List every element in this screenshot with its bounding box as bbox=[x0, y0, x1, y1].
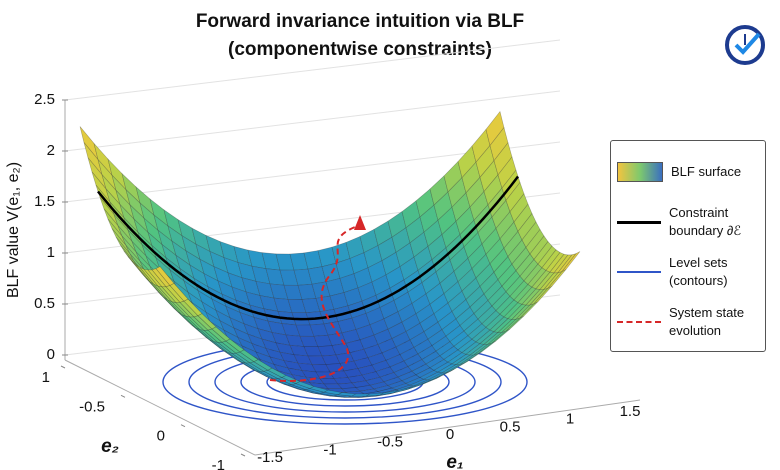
z-tick-label: 1.5 bbox=[34, 193, 55, 210]
grid-line bbox=[64, 39, 561, 101]
legend-label: System state evolution bbox=[669, 305, 745, 338]
chart-subtitle: (componentwise constraints) bbox=[228, 39, 492, 60]
axes-frame bbox=[64, 100, 641, 456]
tick-mark bbox=[120, 394, 126, 398]
legend-label: BLF surface bbox=[671, 164, 742, 180]
trajectory-arrow bbox=[354, 215, 366, 230]
x-tick-label: 0 bbox=[446, 426, 454, 443]
tick-mark bbox=[240, 453, 246, 457]
z-tick-label: 2.5 bbox=[34, 91, 55, 108]
y-axis-label: e₂ bbox=[101, 436, 119, 457]
z-tick-label: 0 bbox=[47, 346, 55, 363]
y-tick-label: 0 bbox=[157, 428, 165, 445]
legend-item: Level sets (contours) bbox=[617, 247, 759, 297]
x-tick-label: 1.5 bbox=[620, 403, 641, 420]
surface bbox=[79, 110, 581, 398]
tick-mark bbox=[180, 424, 186, 428]
legend: BLF surface Constraint boundary ∂ℰ Level… bbox=[610, 140, 766, 352]
legend-swatch bbox=[617, 263, 661, 281]
legend-label: Level sets (contours) bbox=[669, 255, 728, 288]
tick-mark bbox=[60, 365, 66, 369]
z-tick-label: 1 bbox=[47, 244, 55, 261]
grid-line bbox=[64, 90, 561, 152]
y-tick-label: -1 bbox=[212, 457, 225, 470]
logo bbox=[725, 25, 765, 65]
surface-patch bbox=[561, 251, 581, 272]
x-tick-label: 0.5 bbox=[500, 418, 521, 435]
legend-label: Constraint boundary ∂ℰ bbox=[669, 205, 742, 238]
y-tick-label: 1 bbox=[42, 369, 50, 386]
z-tick-label: 0.5 bbox=[34, 295, 55, 312]
x-tick-label: -0.5 bbox=[377, 434, 403, 451]
y-tick-label: -0.5 bbox=[79, 398, 105, 415]
x-axis-label: e₁ bbox=[446, 452, 463, 470]
legend-swatch bbox=[617, 213, 661, 231]
legend-item: System state evolution bbox=[617, 297, 759, 347]
z-axis-label: BLF value V(e₁, e₂) bbox=[5, 162, 22, 298]
legend-item: Constraint boundary ∂ℰ bbox=[617, 197, 759, 247]
legend-swatch bbox=[617, 162, 663, 182]
legend-item: BLF surface bbox=[617, 147, 759, 197]
chart-title: Forward invariance intuition via BLF bbox=[196, 11, 524, 32]
constraint-boundary bbox=[97, 175, 519, 321]
legend-swatch bbox=[617, 313, 661, 331]
z-tick-label: 2 bbox=[47, 142, 55, 159]
x-tick-label: -1.5 bbox=[257, 449, 283, 466]
x-tick-label: -1 bbox=[323, 441, 336, 458]
x-tick-label: 1 bbox=[566, 411, 574, 428]
